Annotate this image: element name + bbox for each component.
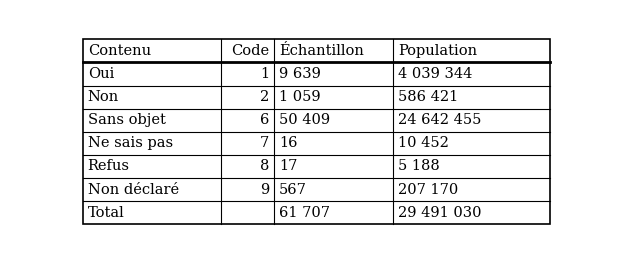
Text: 24 642 455: 24 642 455	[398, 113, 481, 127]
Text: Total: Total	[88, 206, 125, 220]
Text: 207 170: 207 170	[398, 183, 458, 197]
Text: 17: 17	[279, 159, 297, 174]
Text: Sans objet: Sans objet	[88, 113, 165, 127]
Text: Oui: Oui	[88, 67, 114, 81]
Text: 29 491 030: 29 491 030	[398, 206, 481, 220]
Text: 586 421: 586 421	[398, 90, 458, 104]
Text: Contenu: Contenu	[88, 44, 151, 58]
Text: Code: Code	[231, 44, 270, 58]
Text: 1 059: 1 059	[279, 90, 321, 104]
Text: 9 639: 9 639	[279, 67, 321, 81]
Text: 7: 7	[260, 136, 270, 150]
Text: 9: 9	[260, 183, 270, 197]
Text: 16: 16	[279, 136, 297, 150]
Text: Échantillon: Échantillon	[279, 44, 364, 58]
Text: 4 039 344: 4 039 344	[398, 67, 473, 81]
Text: 8: 8	[260, 159, 270, 174]
Text: Non: Non	[88, 90, 119, 104]
Text: 1: 1	[260, 67, 270, 81]
Text: 10 452: 10 452	[398, 136, 449, 150]
Text: Ne sais pas: Ne sais pas	[88, 136, 173, 150]
Text: 567: 567	[279, 183, 307, 197]
Text: 50 409: 50 409	[279, 113, 330, 127]
Text: Refus: Refus	[88, 159, 130, 174]
Text: 5 188: 5 188	[398, 159, 440, 174]
Text: 6: 6	[260, 113, 270, 127]
Text: Non déclaré: Non déclaré	[88, 183, 179, 197]
Text: Population: Population	[398, 44, 477, 58]
Text: 2: 2	[260, 90, 270, 104]
Text: 61 707: 61 707	[279, 206, 330, 220]
